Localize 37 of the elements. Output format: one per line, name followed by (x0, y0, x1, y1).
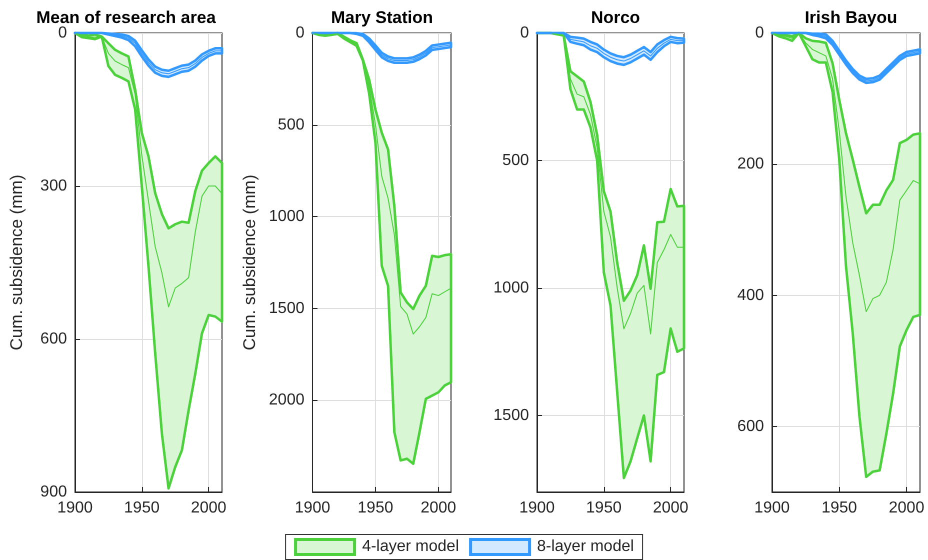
x-tick-label: 2000 (420, 500, 456, 516)
y-tick-label: 1500 (493, 407, 530, 424)
y-tick-label: 0 (755, 24, 764, 42)
x-tick-label: 2000 (190, 500, 227, 516)
y-tick-label: 0 (296, 24, 305, 42)
y-tick-label: 400 (737, 286, 764, 304)
x-tick-label: 1950 (586, 500, 622, 516)
chart-title: Norco (590, 8, 640, 27)
y-tick-label: 300 (40, 178, 68, 194)
x-tick-label: 2000 (888, 500, 924, 516)
y-tick-label: 0 (520, 24, 530, 42)
y-tick-label: 600 (737, 418, 764, 435)
x-tick-label: 1900 (754, 500, 790, 516)
x-tick-label: 1950 (358, 500, 394, 516)
chart-title: Mean of research area (36, 8, 216, 27)
y-tick-label: 500 (278, 116, 305, 134)
y-tick-label: 600 (40, 330, 68, 348)
x-tick-label: 1900 (57, 500, 93, 516)
legend-label: 8-layer model (537, 538, 634, 556)
y-tick-label: 1000 (268, 208, 305, 226)
chart-title: Mary Station (330, 8, 434, 27)
y-tick-label: 500 (502, 152, 530, 169)
x-tick-label: 1900 (294, 500, 330, 516)
y-tick-label: 900 (40, 484, 68, 500)
y-tick-label: 200 (737, 156, 764, 173)
y-tick-label: 1500 (268, 300, 305, 317)
y-axis-title: Cum. subsidence (mm) (7, 174, 26, 350)
y-tick-label: 2000 (268, 392, 305, 409)
y-tick-label: 1000 (493, 280, 530, 296)
x-tick-label: 1950 (821, 500, 858, 516)
chart-title: Irish Bayou (804, 8, 898, 27)
x-tick-label: 1950 (124, 500, 160, 516)
y-tick-label: 0 (58, 24, 68, 42)
legend-label: 4-layer model (362, 538, 459, 556)
y-axis-title: Cum. subsidence (mm) (240, 174, 259, 350)
x-tick-label: 1900 (519, 500, 555, 516)
x-tick-label: 2000 (652, 500, 689, 516)
